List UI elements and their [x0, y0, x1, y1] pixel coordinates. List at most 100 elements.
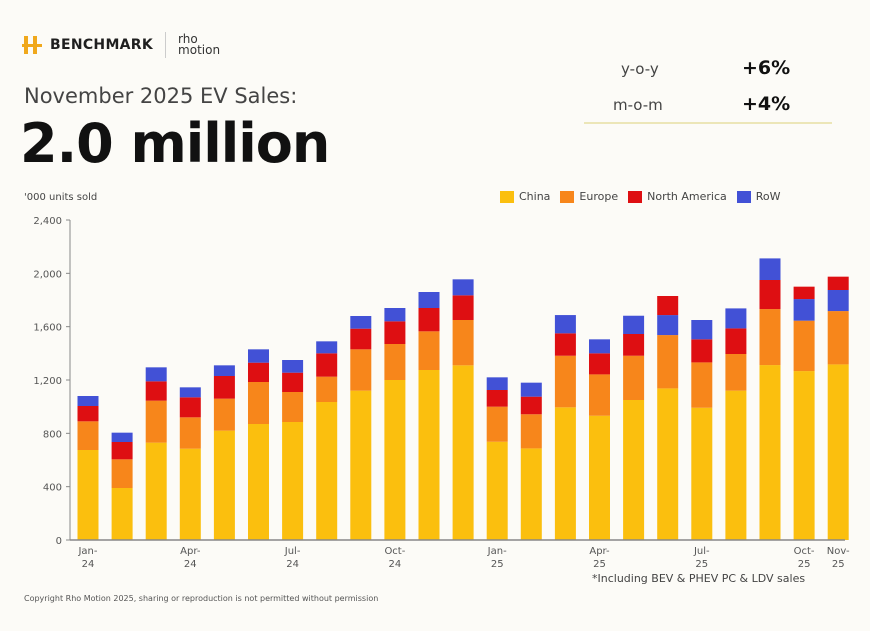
bar-segment-north-america — [589, 353, 610, 375]
bar-segment-north-america — [691, 339, 713, 363]
bar-segment-europe — [486, 406, 508, 442]
bar-segment-china — [316, 402, 338, 540]
bar-segment-north-america — [623, 334, 645, 356]
bar-segment-china — [452, 365, 474, 540]
bar-segment-row — [486, 377, 508, 390]
x-tick-label: Oct- — [794, 546, 815, 557]
y-tick-label: 1,200 — [33, 376, 62, 387]
kpi-mom-value: +4% — [742, 93, 791, 115]
bar-segment-north-america — [452, 295, 474, 320]
legend-swatch — [500, 190, 514, 203]
y-tick-label: 0 — [56, 536, 62, 547]
y-tick-label: 1,600 — [33, 323, 62, 334]
rho-motion-logo: rho motion — [178, 32, 221, 57]
bar-segment-row — [179, 387, 201, 398]
x-tick-label: Jan- — [77, 546, 97, 557]
x-tick-label: Jan- — [487, 546, 507, 557]
bar-segment-row — [554, 315, 576, 334]
x-tick-label: Oct- — [384, 546, 405, 557]
bar-segment-north-america — [77, 406, 99, 422]
bar-segment-north-america — [316, 353, 338, 377]
bar-segment-row — [418, 292, 440, 308]
bar-segment-europe — [759, 309, 781, 366]
legend-swatch — [628, 190, 643, 203]
bar-segment-china — [520, 448, 542, 540]
bar-segment-europe — [452, 320, 474, 366]
x-tick-label: 25 — [798, 559, 811, 570]
bar-segment-europe — [213, 398, 235, 431]
copyright: Copyright Rho Motion 2025, sharing or re… — [24, 594, 379, 603]
bar-segment-china — [213, 430, 235, 540]
x-tick-label: 24 — [286, 559, 299, 570]
y-tick-label: 800 — [43, 429, 62, 440]
legend-label: China — [519, 190, 551, 203]
brand-name: BENCHMARK — [50, 37, 154, 53]
bar-segment-europe — [145, 400, 167, 443]
x-tick-label: Jul- — [693, 546, 710, 557]
bar-segment-china — [111, 488, 133, 540]
bar-segment-north-america — [282, 372, 304, 392]
x-tick-label: Apr- — [589, 546, 610, 557]
bar-segment-north-america — [827, 276, 849, 290]
bar-segment-europe — [793, 320, 815, 372]
bar-segment-row — [520, 382, 542, 397]
benchmark-logo-mark-icon — [22, 36, 42, 54]
bar-segment-europe — [111, 459, 133, 488]
legend-item-north-america: North America — [628, 190, 727, 203]
bar-segment-north-america — [179, 397, 201, 418]
legend-label: North America — [647, 190, 727, 203]
benchmark-logo: BENCHMARK rho motion — [22, 32, 220, 58]
kpi-divider — [584, 122, 832, 124]
bar-segment-china — [793, 371, 815, 540]
bar-segment-europe — [384, 344, 406, 380]
bar-segment-china — [623, 400, 645, 540]
legend: China Europe North America RoW — [500, 190, 781, 203]
bar-segment-north-america — [213, 376, 235, 399]
x-tick-label: 25 — [491, 559, 504, 570]
bar-segment-europe — [77, 421, 99, 450]
bar-segment-china — [248, 424, 269, 540]
kpi-mom-label: m-o-m — [613, 96, 663, 114]
bar-segment-europe — [248, 382, 269, 424]
bar-segment-europe — [179, 417, 201, 449]
legend-label: Europe — [579, 190, 619, 203]
bar-segment-china — [384, 380, 406, 540]
bar-segment-north-america — [657, 296, 679, 316]
x-tick-label: Apr- — [180, 546, 201, 557]
y-tick-label: 2,000 — [33, 269, 62, 280]
legend-swatch — [560, 190, 575, 203]
x-tick-label: 25 — [832, 559, 845, 570]
bar-segment-china — [179, 448, 201, 540]
bar-segment-row — [282, 360, 304, 373]
bar-segment-row — [213, 365, 235, 376]
bar-segment-north-america — [759, 280, 781, 310]
bar-segment-europe — [657, 335, 679, 389]
legend-item-china: China — [500, 190, 550, 203]
bar-segment-europe — [691, 362, 713, 408]
bar-segment-north-america — [725, 328, 747, 354]
bar-segment-europe — [350, 349, 372, 391]
bar-segment-north-america — [418, 308, 440, 332]
bar-segment-china — [350, 390, 372, 540]
x-tick-label: 25 — [695, 559, 708, 570]
bar-segment-row — [350, 316, 372, 329]
bar-segment-row — [657, 315, 679, 336]
x-tick-label: 24 — [184, 559, 197, 570]
kpi-yoy-value: +6% — [742, 57, 791, 79]
bar-segment-china — [554, 407, 576, 540]
bar-segment-europe — [554, 355, 576, 408]
legend-item-europe: Europe — [560, 190, 618, 203]
x-tick-label: 24 — [389, 559, 402, 570]
bar-segment-north-america — [384, 321, 406, 344]
bar-segment-row — [316, 341, 338, 354]
subtitle: November 2025 EV Sales: — [24, 84, 298, 108]
legend-label: RoW — [755, 190, 781, 203]
y-tick-label: 2,400 — [33, 216, 62, 227]
bar-segment-row — [623, 315, 645, 334]
bar-segment-north-america — [145, 381, 167, 401]
bar-segment-north-america — [793, 286, 815, 300]
bar-segment-europe — [623, 355, 645, 400]
bar-segment-china — [486, 441, 508, 540]
bar-segment-row — [691, 320, 713, 340]
